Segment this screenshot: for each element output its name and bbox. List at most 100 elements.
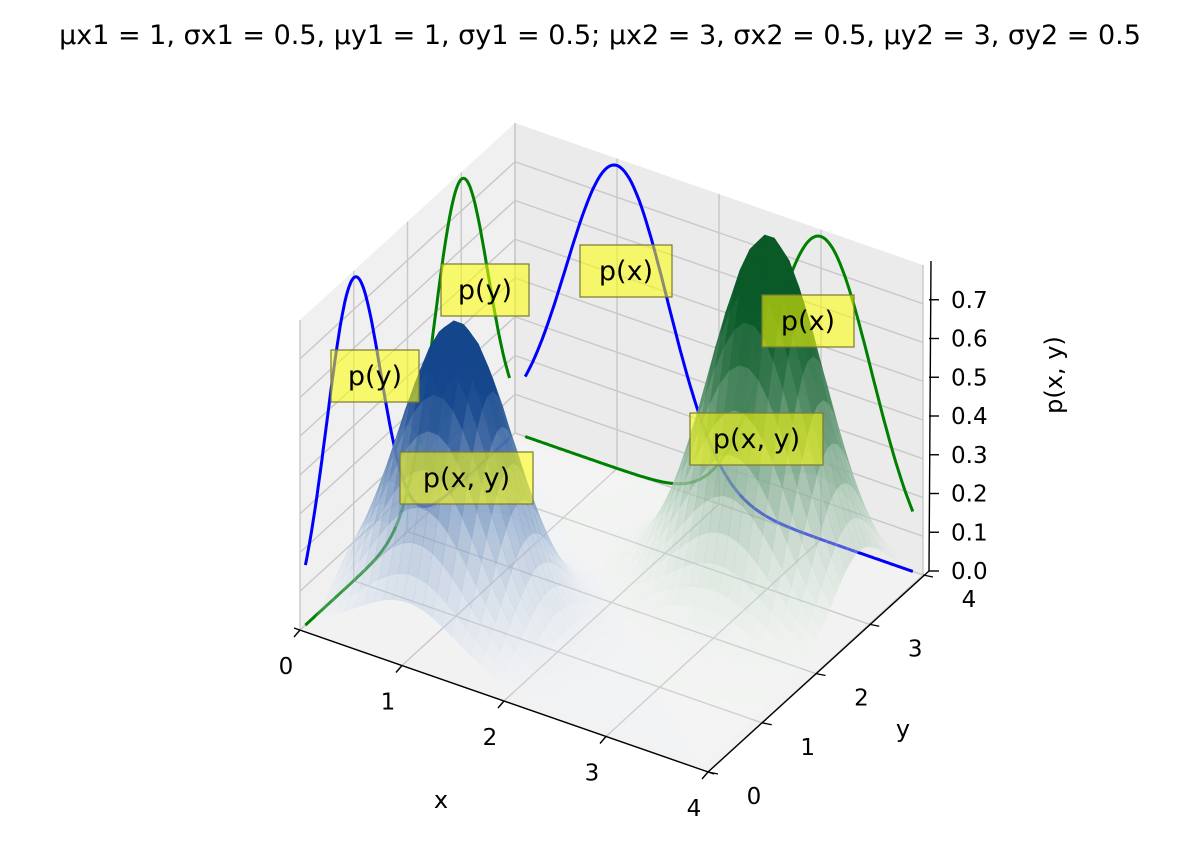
surface-cell (615, 608, 631, 619)
annotation-5: p(x, y) (399, 451, 534, 505)
y-tick (922, 574, 934, 578)
surface-cell (552, 697, 569, 708)
surface-cell (572, 691, 589, 702)
surface-cell (688, 562, 705, 588)
surface-cell (671, 689, 687, 698)
surface-cell (741, 647, 757, 664)
surface-cell (759, 678, 776, 689)
surface-cell (618, 662, 634, 672)
surface-cell (821, 510, 837, 558)
surface-cell (494, 650, 511, 673)
surface-cell (577, 560, 594, 568)
surface-cell (596, 586, 612, 596)
surface-cell (744, 708, 760, 717)
surface-cell (816, 526, 832, 573)
surface-cell (633, 512, 650, 518)
surface-cell (712, 591, 729, 618)
surface-cell (534, 545, 550, 552)
surface-cell (565, 504, 582, 513)
surface-cell (800, 584, 817, 619)
surface-cell (713, 736, 730, 746)
surface-cell (710, 689, 727, 699)
surface-cell (762, 498, 778, 552)
surface-cell (552, 548, 568, 567)
surface-cell (703, 745, 719, 755)
surface-cell (623, 520, 640, 526)
surface-cell (700, 699, 716, 709)
surface-cell (733, 717, 750, 727)
annotation-box (761, 294, 855, 348)
surface-cell (626, 554, 643, 571)
surface-cell (504, 662, 520, 681)
surface-cell (796, 540, 812, 586)
surface-cell (613, 652, 630, 663)
surface-cell (595, 501, 612, 510)
surface-cell (701, 671, 717, 682)
surface-cell (628, 527, 644, 538)
surface-cell (892, 551, 909, 563)
surface-cell (654, 741, 670, 751)
surface-cell (585, 590, 602, 601)
surface-cell (649, 733, 666, 743)
surface-cell (780, 645, 796, 663)
surface-cell (562, 701, 579, 712)
surface-cell (734, 704, 751, 714)
surface-cell (580, 515, 596, 524)
surface-cell (826, 496, 842, 544)
z-tick-label: 0.4 (951, 404, 988, 430)
surface-cell (599, 509, 616, 518)
surface-cell (825, 555, 842, 595)
surface-cell (588, 541, 605, 549)
surface-cell (554, 609, 571, 632)
surface-cell (699, 725, 715, 734)
surface-cell (538, 546, 555, 556)
surface-cell (558, 558, 574, 566)
surface-cell (841, 482, 858, 520)
surface-cell (623, 643, 640, 654)
surface-cell (602, 676, 619, 687)
surface-cell (595, 488, 612, 498)
surface-cell (580, 602, 597, 616)
surface-cell (628, 652, 645, 663)
surface-cell (576, 469, 593, 479)
surface-cell (646, 515, 662, 543)
surface-cell (553, 555, 569, 561)
surface-cell (677, 654, 694, 666)
surface-cell (790, 653, 806, 669)
surface-cell (810, 602, 826, 632)
surface-cell (751, 619, 767, 643)
surface-cell (544, 649, 560, 668)
surface-cell (663, 506, 679, 514)
surface-cell (785, 662, 801, 676)
surface-cell (563, 669, 580, 682)
surface-cell (528, 672, 545, 688)
surface-cell (633, 519, 650, 526)
surface-cell (431, 592, 447, 627)
surface-cell (614, 507, 631, 515)
surface-cell (532, 473, 549, 482)
surface-cell (540, 561, 557, 590)
x-axis-label: x (434, 786, 448, 814)
x-tick (599, 736, 607, 744)
y-tick-label: 3 (908, 636, 923, 662)
surface-cell (581, 575, 598, 583)
surface-cell (725, 673, 742, 684)
surface-cell (351, 517, 367, 544)
annotation-box (579, 244, 673, 298)
surface-cell (535, 599, 551, 629)
surface-cell (575, 494, 592, 504)
surface-cell (625, 718, 642, 728)
surface-cell (547, 702, 564, 713)
surface-cell (795, 602, 812, 632)
surface-cell (544, 550, 560, 556)
surface-cell (683, 621, 699, 638)
surface-cell (612, 537, 630, 545)
surface-cell (668, 604, 685, 621)
surface-cell (561, 496, 577, 505)
surface-cell (775, 622, 792, 647)
surface-cell (863, 511, 879, 534)
x-tick (293, 629, 301, 638)
surface-cell (570, 512, 587, 521)
surface-cell (540, 593, 556, 621)
surface-cell (588, 552, 604, 560)
